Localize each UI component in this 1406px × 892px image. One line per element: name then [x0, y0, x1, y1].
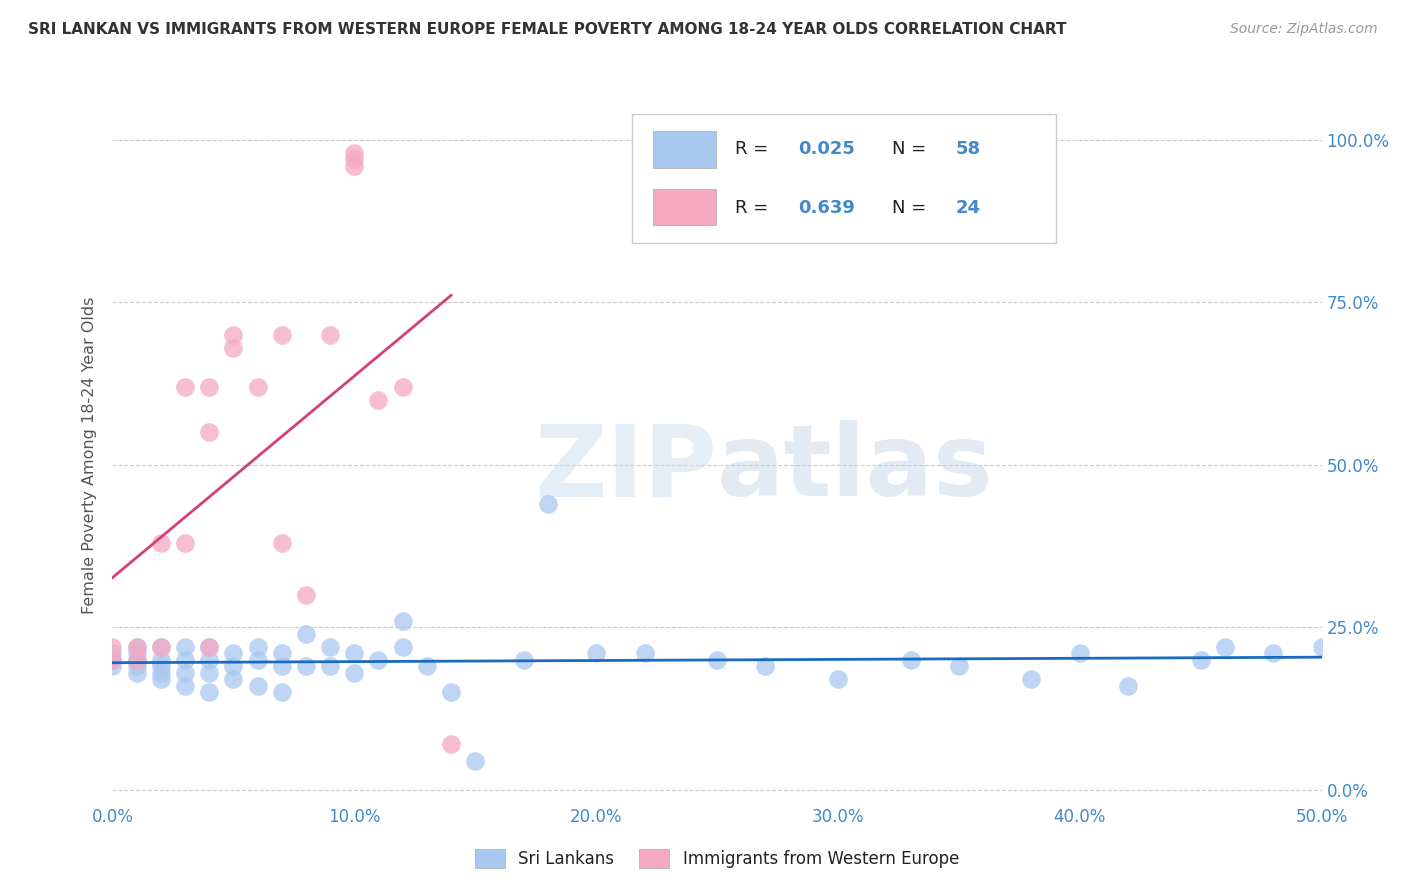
Point [1213, 640, 1236, 654]
Point [101, 659, 124, 673]
Point [174, 640, 197, 654]
Point [101, 646, 124, 660]
Point [149, 672, 172, 686]
Point [270, 646, 292, 660]
Point [246, 679, 269, 693]
Point [101, 653, 124, 667]
Point [198, 640, 221, 654]
Point [198, 665, 221, 680]
Point [319, 640, 342, 654]
Point [149, 640, 172, 654]
Point [391, 379, 413, 393]
Point [319, 327, 342, 342]
Point [101, 640, 124, 654]
Point [391, 614, 413, 628]
Point [198, 425, 221, 439]
Point [1021, 672, 1043, 686]
Point [125, 640, 148, 654]
Point [222, 646, 245, 660]
Point [149, 653, 172, 667]
Point [948, 659, 970, 673]
Point [900, 653, 922, 667]
Point [125, 640, 148, 654]
Point [198, 653, 221, 667]
Point [343, 152, 366, 166]
Point [174, 653, 197, 667]
Point [367, 653, 389, 667]
Point [343, 646, 366, 660]
Point [295, 659, 318, 673]
Point [537, 497, 560, 511]
Point [343, 145, 366, 160]
Text: 58: 58 [955, 140, 980, 159]
Point [1310, 640, 1333, 654]
Point [222, 672, 245, 686]
Point [270, 659, 292, 673]
Point [149, 535, 172, 549]
Point [149, 659, 172, 673]
FancyBboxPatch shape [652, 189, 716, 226]
Text: SRI LANKAN VS IMMIGRANTS FROM WESTERN EUROPE FEMALE POVERTY AMONG 18-24 YEAR OLD: SRI LANKAN VS IMMIGRANTS FROM WESTERN EU… [28, 22, 1067, 37]
Point [367, 392, 389, 407]
Point [1069, 646, 1091, 660]
Point [440, 737, 463, 751]
Point [295, 588, 318, 602]
FancyBboxPatch shape [633, 114, 1056, 243]
Point [198, 640, 221, 654]
Point [391, 640, 413, 654]
FancyBboxPatch shape [652, 131, 716, 168]
Text: ZIP: ZIP [534, 420, 717, 517]
Text: atlas: atlas [717, 420, 994, 517]
Point [270, 685, 292, 699]
Point [343, 665, 366, 680]
Point [416, 659, 439, 673]
Point [149, 665, 172, 680]
Point [125, 665, 148, 680]
Point [1263, 646, 1285, 660]
Point [270, 327, 292, 342]
Point [270, 535, 292, 549]
Point [343, 159, 366, 173]
Point [246, 653, 269, 667]
Text: N =: N = [893, 140, 932, 159]
Point [125, 653, 148, 667]
Point [246, 379, 269, 393]
Text: 24: 24 [955, 199, 980, 217]
Text: 0.025: 0.025 [799, 140, 855, 159]
Point [198, 379, 221, 393]
Point [174, 679, 197, 693]
Point [464, 754, 486, 768]
Point [198, 685, 221, 699]
Point [222, 659, 245, 673]
Point [246, 640, 269, 654]
Point [125, 659, 148, 673]
Point [174, 379, 197, 393]
Text: N =: N = [893, 199, 932, 217]
Text: 0.639: 0.639 [799, 199, 855, 217]
Point [1116, 679, 1139, 693]
Point [174, 665, 197, 680]
Text: Source: ZipAtlas.com: Source: ZipAtlas.com [1230, 22, 1378, 37]
Point [222, 327, 245, 342]
Text: R =: R = [735, 140, 775, 159]
Point [125, 646, 148, 660]
Point [827, 672, 849, 686]
Point [440, 685, 463, 699]
Point [754, 659, 776, 673]
Y-axis label: Female Poverty Among 18-24 Year Olds: Female Poverty Among 18-24 Year Olds [82, 296, 97, 614]
Point [174, 535, 197, 549]
Point [633, 646, 655, 660]
Point [512, 653, 534, 667]
Point [319, 659, 342, 673]
Point [149, 640, 172, 654]
Point [222, 341, 245, 355]
Legend: Sri Lankans, Immigrants from Western Europe: Sri Lankans, Immigrants from Western Eur… [468, 842, 966, 874]
Point [125, 653, 148, 667]
Point [101, 653, 124, 667]
Point [585, 646, 607, 660]
Point [295, 626, 318, 640]
Text: R =: R = [735, 199, 775, 217]
Point [706, 653, 728, 667]
Point [1189, 653, 1212, 667]
